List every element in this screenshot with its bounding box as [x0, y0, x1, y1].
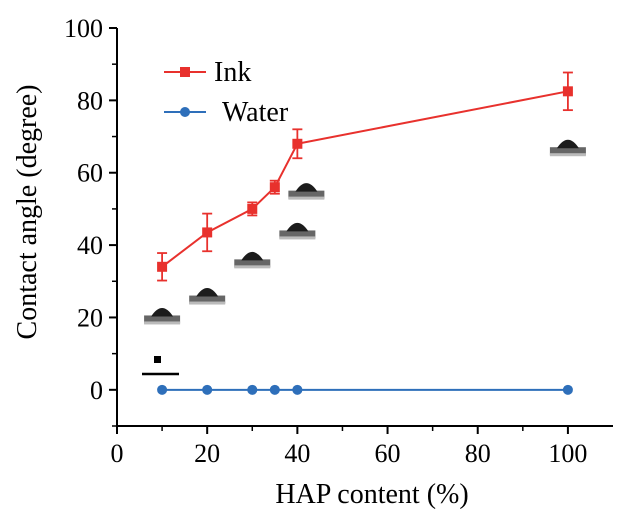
- data-point: [292, 384, 303, 395]
- y-tick-label: 80: [77, 86, 103, 115]
- x-tick-label: 0: [111, 439, 124, 468]
- droplet-substrate: [144, 315, 181, 324]
- droplet-substrate-edge: [234, 265, 271, 269]
- droplet-shape: [286, 222, 309, 232]
- y-tick-label: 20: [77, 303, 103, 332]
- droplet-inset: [144, 307, 181, 325]
- legend: Ink Water: [164, 57, 289, 128]
- droplet-shape: [556, 139, 579, 149]
- x-tick-label: 20: [194, 439, 220, 468]
- droplet-substrate-edge: [549, 153, 586, 157]
- droplet-substrate-edge: [144, 321, 181, 325]
- series-line: [161, 90, 569, 268]
- data-point: [269, 182, 280, 193]
- data-point: [247, 384, 258, 395]
- x-tick-label: 80: [465, 439, 491, 468]
- series-layer: [157, 71, 573, 395]
- x-tick-label: 100: [548, 439, 587, 468]
- series-water: [157, 384, 573, 395]
- axes: [109, 27, 613, 434]
- y-tick-label: 0: [90, 376, 103, 405]
- y-tick-label: 40: [77, 231, 103, 260]
- data-point: [562, 384, 573, 395]
- legend-ink-marker: [180, 67, 190, 77]
- droplet-substrate: [288, 190, 325, 199]
- droplet-substrate: [549, 147, 586, 156]
- x-tick-label: 60: [375, 439, 401, 468]
- droplet-inset: [279, 222, 316, 240]
- series-ink: [157, 71, 573, 282]
- legend-ink-label: Ink: [214, 57, 251, 88]
- tick-labels: 0 20 40 60 80 100 0 20 40 60 80 100: [64, 14, 587, 468]
- droplet-substrate-edge: [288, 196, 325, 200]
- data-point: [247, 203, 258, 214]
- legend-water-marker: [180, 107, 190, 117]
- legend-water-label: Water: [222, 97, 289, 128]
- x-axis-title: HAP content (%): [275, 479, 468, 509]
- droplet-inset: [234, 251, 271, 269]
- droplet-substrate-edge: [189, 301, 226, 305]
- y-tick-label: 60: [77, 159, 103, 188]
- droplet-inset: [189, 288, 226, 305]
- droplet-shape: [241, 251, 264, 261]
- inset-marker: [154, 356, 161, 363]
- data-point: [157, 261, 168, 272]
- data-point: [562, 86, 573, 97]
- droplet-substrate-edge: [279, 236, 316, 240]
- y-tick-label: 100: [64, 14, 103, 43]
- droplet-shape: [151, 307, 174, 317]
- droplet-substrate: [234, 259, 271, 268]
- droplet-substrate: [279, 230, 316, 239]
- droplet-inset: [549, 139, 586, 157]
- droplet-shape: [196, 288, 219, 297]
- y-axis-title: Contact angle (degree): [12, 85, 43, 340]
- droplet-substrate: [189, 295, 226, 304]
- data-point: [202, 384, 213, 395]
- droplet-insets: [142, 139, 586, 376]
- droplet-inset: [288, 183, 325, 200]
- droplet-shape: [295, 183, 318, 192]
- data-point: [269, 384, 280, 395]
- data-point: [202, 227, 213, 238]
- data-point: [157, 384, 168, 395]
- data-point: [292, 138, 303, 149]
- x-tick-label: 40: [284, 439, 310, 468]
